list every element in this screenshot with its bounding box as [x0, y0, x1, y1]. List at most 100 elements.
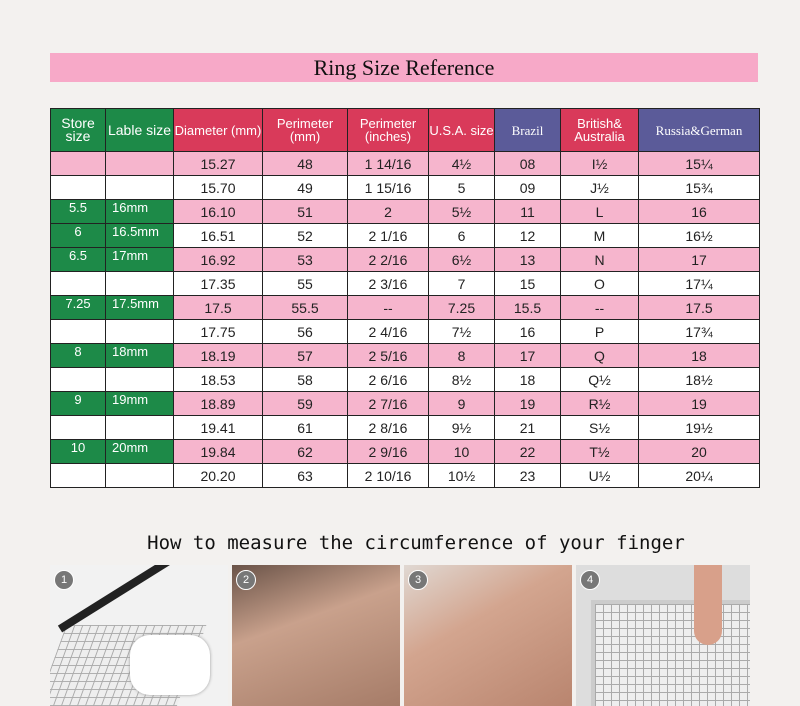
table-cell: 2 10/16: [347, 463, 429, 488]
table-cell: 13: [494, 247, 561, 272]
table-cell: 6.5: [50, 247, 106, 272]
table-cell: 19.41: [173, 415, 263, 440]
table-cell: 18: [638, 343, 760, 368]
table-cell: R½: [560, 391, 639, 416]
table-row: 7.25 17.5mm 17.5 55.5 -- 7.25 15.5 -- 17.5: [50, 295, 760, 320]
table-cell: 61: [262, 415, 348, 440]
table-cell: 2 7/16: [347, 391, 429, 416]
table-cell: L: [560, 199, 639, 224]
table-cell: --: [560, 295, 639, 320]
table-cell: 17.75: [173, 319, 263, 344]
table-cell: 53: [262, 247, 348, 272]
table-cell: 7½: [428, 319, 495, 344]
column-header: Perimeter (mm): [262, 108, 348, 152]
table-cell: 2 4/16: [347, 319, 429, 344]
table-cell: 16.5mm: [105, 223, 174, 248]
table-cell: 2: [347, 199, 429, 224]
table-cell: 16: [494, 319, 561, 344]
table-cell: 4½: [428, 151, 495, 176]
table-cell: 9: [428, 391, 495, 416]
table-cell: 1 14/16: [347, 151, 429, 176]
table-cell: [50, 151, 106, 176]
column-header: Perimeter (inches): [347, 108, 429, 152]
table-cell: 2 2/16: [347, 247, 429, 272]
table-cell: 56: [262, 319, 348, 344]
column-header: Lable size: [105, 108, 174, 152]
table-cell: 18.53: [173, 367, 263, 392]
table-cell: 7.25: [428, 295, 495, 320]
table-cell: --: [347, 295, 429, 320]
table-cell: 09: [494, 175, 561, 200]
table-cell: 20¼: [638, 463, 760, 488]
column-header: U.S.A. size: [428, 108, 495, 152]
table-cell: [105, 319, 174, 344]
table-cell: 55.5: [262, 295, 348, 320]
table-cell: [105, 463, 174, 488]
table-row: 10 20mm 19.84 62 2 9/16 10 22 T½ 20: [50, 439, 760, 464]
table-cell: [50, 415, 106, 440]
table-cell: M: [560, 223, 639, 248]
table-cell: P: [560, 319, 639, 344]
column-header: British& Australia: [560, 108, 639, 152]
table-cell: 17.5: [173, 295, 263, 320]
pen-icon: [57, 565, 207, 633]
table-cell: 63: [262, 463, 348, 488]
table-cell: 20: [638, 439, 760, 464]
table-cell: 15: [494, 271, 561, 296]
table-cell: 19: [638, 391, 760, 416]
table-cell: [50, 463, 106, 488]
table-cell: 12: [494, 223, 561, 248]
table-cell: 20.20: [173, 463, 263, 488]
table-cell: 48: [262, 151, 348, 176]
table-cell: N: [560, 247, 639, 272]
table-row: 5.5 16mm 16.10 51 2 5½ 11 L 16: [50, 199, 760, 224]
table-cell: 5: [428, 175, 495, 200]
step-photo-1: 1: [50, 565, 228, 706]
table-cell: 15.5: [494, 295, 561, 320]
table-cell: 16.92: [173, 247, 263, 272]
table-cell: 8½: [428, 367, 495, 392]
table-cell: 21: [494, 415, 561, 440]
table-cell: 16mm: [105, 199, 174, 224]
table-row: 8 18mm 18.19 57 2 5/16 8 17 Q 18: [50, 343, 760, 368]
table-cell: 10: [50, 439, 106, 464]
table-row: 9 19mm 18.89 59 2 7/16 9 19 R½ 19: [50, 391, 760, 416]
table-row: 15.27 48 1 14/16 4½ 08 I½ 15¼: [50, 151, 760, 176]
table-cell: 62: [262, 439, 348, 464]
table-cell: 16: [638, 199, 760, 224]
table-cell: 19½: [638, 415, 760, 440]
table-cell: 10½: [428, 463, 495, 488]
table-cell: 7: [428, 271, 495, 296]
table-cell: 6½: [428, 247, 495, 272]
table-cell: 1 15/16: [347, 175, 429, 200]
table-cell: 18: [494, 367, 561, 392]
table-cell: 5½: [428, 199, 495, 224]
table-cell: 17.35: [173, 271, 263, 296]
step-photo-4: 4: [576, 565, 750, 706]
table-cell: S½: [560, 415, 639, 440]
table-cell: 15.27: [173, 151, 263, 176]
table-header: Store size Lable size Diameter (mm) Perimet…: [50, 108, 760, 152]
column-header: Store size: [50, 108, 106, 152]
table-cell: 2 5/16: [347, 343, 429, 368]
table-cell: 15.70: [173, 175, 263, 200]
table-cell: [105, 151, 174, 176]
table-cell: 55: [262, 271, 348, 296]
table-cell: 19: [494, 391, 561, 416]
table-cell: 9: [50, 391, 106, 416]
table-cell: 2 1/16: [347, 223, 429, 248]
column-header: Brazil: [494, 108, 561, 152]
table-cell: 2 6/16: [347, 367, 429, 392]
table-row: 19.41 61 2 8/16 9½ 21 S½ 19½: [50, 415, 760, 440]
step-photo-2: 2: [232, 565, 400, 706]
table-cell: 16.51: [173, 223, 263, 248]
table-cell: 18mm: [105, 343, 174, 368]
table-row: 20.20 63 2 10/16 10½ 23 U½ 20¼: [50, 463, 760, 488]
table-cell: 15¾: [638, 175, 760, 200]
table-cell: [50, 271, 106, 296]
table-cell: 2 3/16: [347, 271, 429, 296]
table-cell: 22: [494, 439, 561, 464]
table-cell: 6: [428, 223, 495, 248]
table-cell: T½: [560, 439, 639, 464]
measure-subtitle: How to measure the circumference of your…: [147, 532, 685, 554]
